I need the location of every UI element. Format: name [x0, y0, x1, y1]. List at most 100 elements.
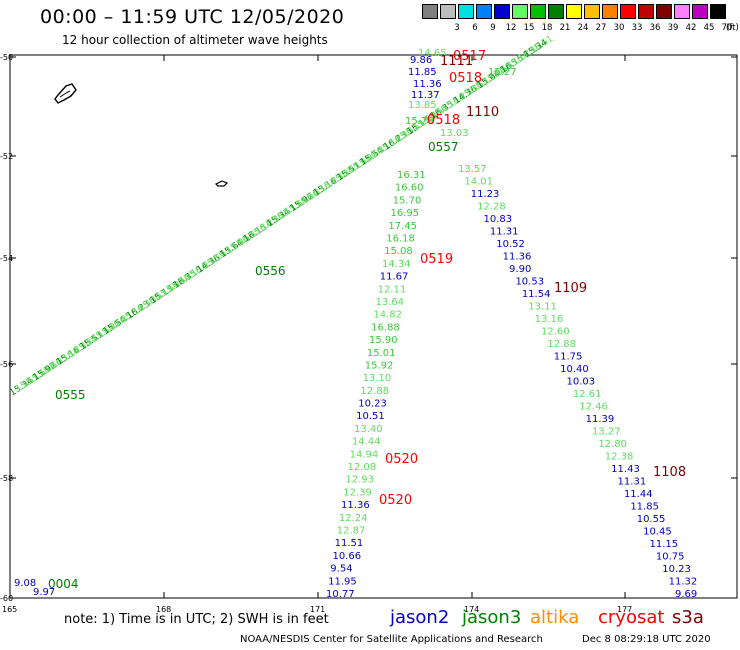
island-detail	[59, 90, 71, 98]
track2-point: 10.45	[643, 527, 672, 538]
note-text: note: 1) Time is in UTC; 2) SWH is in fe…	[64, 612, 329, 627]
lat-label: -56	[0, 360, 13, 369]
lat-label: -50	[0, 53, 13, 62]
track2-point: 9.69	[675, 589, 697, 600]
track2-point: 11.36	[503, 252, 532, 263]
track1-point: 12.11	[378, 284, 407, 295]
track1-point: 15.92	[365, 360, 394, 371]
track1-point: 11.36	[341, 500, 370, 511]
cluster-point: 15.27	[488, 67, 517, 78]
track2-point: 12.46	[579, 402, 608, 413]
track1-point: 13.10	[363, 373, 392, 384]
track2-point: 10.23	[662, 564, 691, 575]
page-title: 00:00 – 11:59 UTC 12/05/2020	[40, 6, 345, 28]
track1-point: 13.40	[354, 424, 383, 435]
track1-point: 14.94	[350, 449, 379, 460]
time-label-jason3: 0555	[55, 388, 86, 402]
track1-point: 11.95	[328, 576, 357, 587]
track2-point: 13.16	[535, 314, 564, 325]
track2-point: 10.53	[515, 277, 544, 288]
legend-label: 42	[685, 23, 697, 33]
cluster-point: 11.85	[408, 67, 437, 78]
legend-altika: altika	[530, 607, 580, 628]
lon-label: 165	[2, 605, 17, 614]
track2-point: 9.90	[509, 264, 531, 275]
legend-label: 70	[721, 23, 733, 33]
legend-label: 33	[631, 23, 643, 33]
credit-text: NOAA/NESDIS Center for Satellite Applica…	[240, 634, 543, 645]
track2-point: 11.44	[624, 489, 653, 500]
cluster-point: 13.85	[408, 100, 437, 111]
track1-point: 12.93	[345, 475, 374, 486]
lon-label: 171	[310, 605, 325, 614]
track1-point: 12.39	[343, 487, 372, 498]
legend-swatch	[656, 4, 672, 19]
legend-swatch	[620, 4, 636, 19]
legend-label: 3	[454, 23, 460, 33]
track1-point: 16.18	[386, 233, 415, 244]
legend-s3a: s3a	[672, 607, 704, 628]
legend-swatch	[674, 4, 690, 19]
track1-point: 10.66	[332, 551, 361, 562]
legend-label: 24	[577, 23, 589, 33]
legend-swatch	[476, 4, 492, 19]
legend-swatch	[494, 4, 510, 19]
time-label-cryosat: 0520	[385, 452, 418, 467]
diagonal-point: 15.51	[528, 34, 555, 56]
cluster-point: 13.03	[440, 128, 469, 139]
legend-label: 6	[472, 23, 478, 33]
track1-point: 13.64	[375, 297, 404, 308]
lon-label: 177	[617, 605, 632, 614]
track2-point: 12.88	[547, 339, 576, 350]
track2-point: 12.60	[541, 327, 570, 338]
legend-swatch	[458, 4, 474, 19]
track1-point: 17.45	[388, 221, 417, 232]
legend-swatch	[602, 4, 618, 19]
track1-point: 11.51	[335, 538, 364, 549]
legend-label: 15	[523, 23, 535, 33]
legend-swatch	[530, 4, 546, 19]
track2-point: 10.83	[484, 214, 513, 225]
legend-label: 27	[595, 23, 607, 33]
track1-point: 15.70	[393, 195, 422, 206]
track2-point: 11.39	[586, 414, 615, 425]
lat-label: -60	[0, 594, 13, 603]
track1-point: 9.54	[330, 564, 352, 575]
legend-label: 21	[559, 23, 571, 33]
track2-point: 14.01	[464, 177, 493, 188]
time-label-s3a: 1111	[440, 54, 473, 69]
track1-point: 10.51	[356, 411, 385, 422]
track2-point: 13.27	[592, 427, 621, 438]
legend-swatch	[512, 4, 528, 19]
time-label-jason3: 0556	[255, 264, 286, 278]
cluster-point: 9.86	[410, 55, 432, 66]
track2-point: 13.11	[528, 302, 557, 313]
corner-point: 9.97	[33, 587, 55, 598]
track1-point: 12.87	[337, 526, 366, 537]
legend-swatch	[692, 4, 708, 19]
track2-point: 11.43	[611, 464, 640, 475]
lat-label: -58	[0, 474, 13, 483]
track1-point: 14.44	[352, 437, 381, 448]
legend-label: 39	[667, 23, 679, 33]
time-label-cryosat: 0520	[379, 493, 412, 508]
lat-label: -52	[0, 152, 13, 161]
legend-label: 45	[703, 23, 715, 33]
legend-swatch	[584, 4, 600, 19]
legend-jason3: jason3	[462, 607, 522, 628]
cluster-point: 14.65	[418, 48, 447, 59]
corner-point: 9.08	[14, 578, 36, 589]
page-subtitle: 12 hour collection of altimeter wave hei…	[62, 33, 328, 47]
time-label-s3a: 1110	[466, 105, 499, 120]
track2-point: 11.31	[490, 227, 519, 238]
track1-point: 16.88	[371, 322, 400, 333]
track2-point: 12.80	[598, 439, 627, 450]
legend-jason2: jason2	[390, 607, 450, 628]
track2-point: 12.28	[477, 202, 506, 213]
legend-label: 36	[649, 23, 661, 33]
cluster-point: 11.36	[413, 79, 442, 90]
track2-point: 10.03	[567, 377, 596, 388]
legend-swatch	[638, 4, 654, 19]
